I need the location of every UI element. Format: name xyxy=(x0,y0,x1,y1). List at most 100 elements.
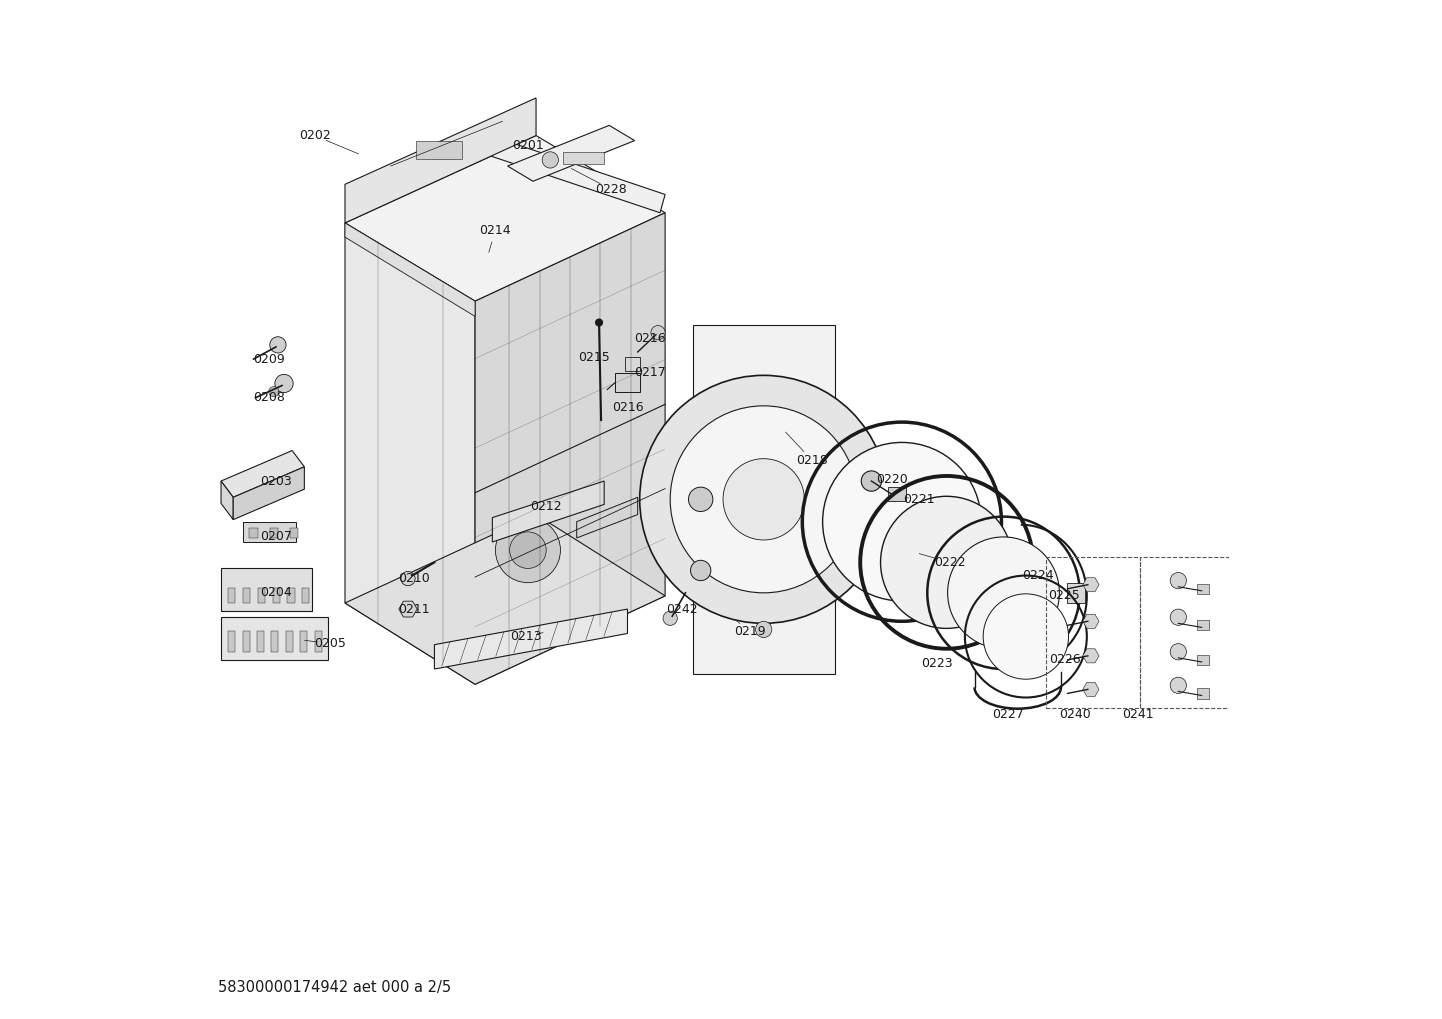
Bar xyxy=(1047,557,1139,707)
Bar xyxy=(271,632,278,652)
Text: 0205: 0205 xyxy=(314,637,346,650)
Circle shape xyxy=(275,374,293,392)
Circle shape xyxy=(663,611,678,626)
Polygon shape xyxy=(399,601,417,618)
Polygon shape xyxy=(345,515,665,685)
Circle shape xyxy=(596,319,603,326)
Circle shape xyxy=(509,532,547,569)
Polygon shape xyxy=(492,481,604,542)
Text: 0209: 0209 xyxy=(252,353,284,366)
Bar xyxy=(270,528,278,538)
Polygon shape xyxy=(221,481,234,520)
Circle shape xyxy=(688,487,712,512)
Bar xyxy=(564,152,604,164)
Text: 0213: 0213 xyxy=(510,630,542,643)
Polygon shape xyxy=(221,450,304,497)
Bar xyxy=(888,487,906,501)
Text: 0225: 0225 xyxy=(1048,589,1080,602)
Bar xyxy=(221,569,313,611)
Bar xyxy=(300,632,307,652)
Polygon shape xyxy=(692,324,835,675)
Text: 0220: 0220 xyxy=(875,473,907,485)
Polygon shape xyxy=(469,130,665,213)
Circle shape xyxy=(268,386,278,396)
Circle shape xyxy=(1169,573,1187,589)
Text: 0224: 0224 xyxy=(1022,569,1054,582)
Polygon shape xyxy=(577,497,637,538)
Circle shape xyxy=(671,406,857,593)
Text: 0208: 0208 xyxy=(252,391,284,405)
Circle shape xyxy=(861,471,881,491)
Text: 0226: 0226 xyxy=(1048,653,1080,666)
Text: 58300000174942 aet 000 a 2/5: 58300000174942 aet 000 a 2/5 xyxy=(218,980,451,996)
Bar xyxy=(287,588,294,603)
Text: 0216: 0216 xyxy=(634,332,666,345)
Polygon shape xyxy=(345,223,474,685)
Polygon shape xyxy=(345,223,474,317)
Text: 0241: 0241 xyxy=(1122,708,1154,721)
Bar xyxy=(626,357,640,371)
Circle shape xyxy=(640,375,888,624)
Text: 0221: 0221 xyxy=(903,493,934,505)
Circle shape xyxy=(542,152,558,168)
Bar xyxy=(290,528,298,538)
Bar xyxy=(221,618,327,660)
Text: 0242: 0242 xyxy=(666,602,698,615)
Text: 0214: 0214 xyxy=(480,223,512,236)
Text: 0222: 0222 xyxy=(934,555,966,569)
Polygon shape xyxy=(508,125,634,181)
Circle shape xyxy=(401,572,415,586)
Text: 0217: 0217 xyxy=(634,366,666,379)
Polygon shape xyxy=(434,609,627,669)
Circle shape xyxy=(983,594,1069,680)
Bar xyxy=(242,632,249,652)
Circle shape xyxy=(1169,678,1187,694)
Circle shape xyxy=(722,459,805,540)
Text: 0207: 0207 xyxy=(260,531,291,543)
Polygon shape xyxy=(1083,683,1099,696)
Circle shape xyxy=(650,325,665,339)
Text: 0218: 0218 xyxy=(796,454,828,468)
Text: 0202: 0202 xyxy=(298,129,330,142)
Text: 0210: 0210 xyxy=(398,572,430,585)
Circle shape xyxy=(822,442,981,601)
Text: 0215: 0215 xyxy=(578,351,610,364)
Bar xyxy=(1197,621,1208,631)
Text: 0219: 0219 xyxy=(734,625,766,638)
Circle shape xyxy=(1169,609,1187,626)
Circle shape xyxy=(756,622,771,638)
Circle shape xyxy=(691,560,711,581)
Polygon shape xyxy=(1083,649,1099,663)
Bar xyxy=(228,588,235,603)
Polygon shape xyxy=(234,467,304,520)
Circle shape xyxy=(881,496,1012,629)
Text: 0203: 0203 xyxy=(260,475,291,487)
Text: 0204: 0204 xyxy=(260,586,291,599)
Circle shape xyxy=(496,518,561,583)
Polygon shape xyxy=(474,213,665,685)
Bar xyxy=(258,588,265,603)
Bar xyxy=(286,632,293,652)
Text: 0228: 0228 xyxy=(596,182,627,196)
Bar xyxy=(273,588,280,603)
Bar xyxy=(1197,689,1208,698)
Bar xyxy=(1197,584,1208,594)
Circle shape xyxy=(947,537,1060,649)
Text: 0212: 0212 xyxy=(531,500,562,513)
Bar xyxy=(242,588,249,603)
Bar xyxy=(1067,583,1084,603)
Text: 0216: 0216 xyxy=(611,401,643,415)
Polygon shape xyxy=(1083,614,1099,629)
Bar xyxy=(249,528,258,538)
Bar xyxy=(616,373,640,391)
Bar xyxy=(314,632,322,652)
Circle shape xyxy=(1169,644,1187,660)
Bar xyxy=(244,522,296,542)
Text: 0227: 0227 xyxy=(992,708,1024,721)
Polygon shape xyxy=(345,136,665,302)
Text: 0240: 0240 xyxy=(1058,708,1090,721)
Bar xyxy=(303,588,310,603)
Text: 0211: 0211 xyxy=(398,602,430,615)
Circle shape xyxy=(270,336,286,353)
Polygon shape xyxy=(1083,578,1099,592)
